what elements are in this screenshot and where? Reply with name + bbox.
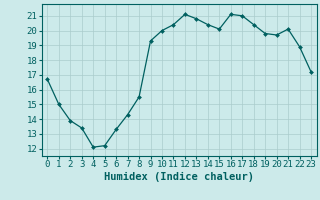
X-axis label: Humidex (Indice chaleur): Humidex (Indice chaleur) xyxy=(104,172,254,182)
